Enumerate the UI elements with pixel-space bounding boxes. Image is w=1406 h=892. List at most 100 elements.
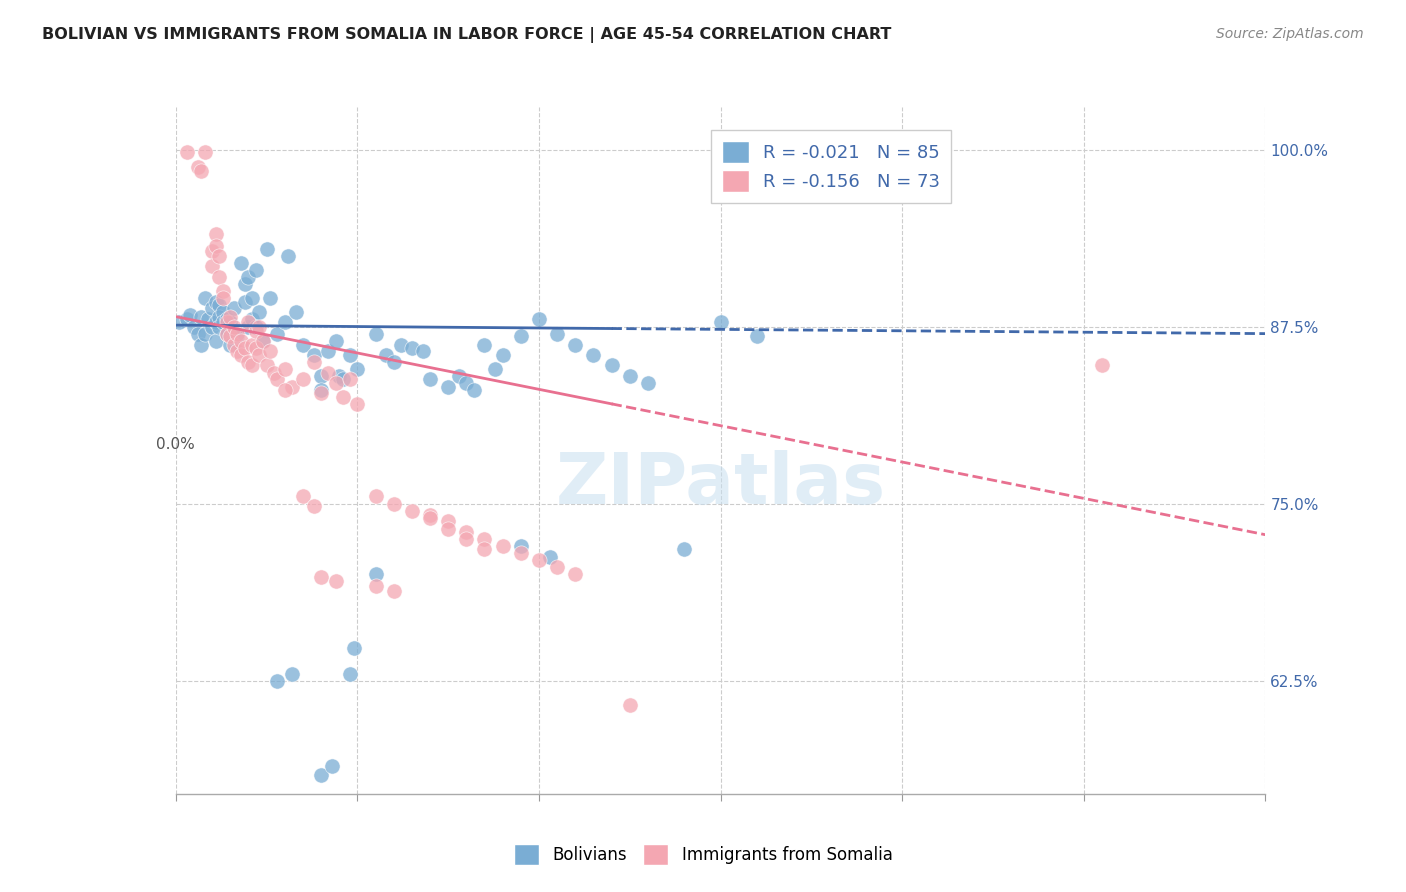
Point — [208, 249, 231, 263]
Point — [233, 295, 256, 310]
Point — [245, 324, 267, 338]
Point — [637, 376, 659, 391]
Point — [484, 362, 506, 376]
Point — [215, 312, 238, 326]
Point — [194, 291, 217, 305]
Point — [582, 348, 605, 362]
Point — [456, 524, 478, 539]
Point — [463, 384, 485, 398]
Point — [364, 567, 387, 582]
Point — [240, 291, 263, 305]
Point — [204, 227, 226, 242]
Point — [204, 315, 226, 329]
Point — [673, 541, 696, 556]
Point — [364, 579, 387, 593]
Point — [212, 305, 235, 319]
Point — [546, 326, 568, 341]
Point — [201, 244, 224, 259]
Point — [176, 312, 198, 326]
Point — [179, 308, 201, 322]
Point — [419, 372, 441, 386]
Point — [204, 239, 226, 253]
Point — [492, 348, 515, 362]
Point — [437, 380, 460, 394]
Point — [245, 319, 267, 334]
Point — [194, 326, 217, 341]
Point — [456, 532, 478, 546]
Point — [710, 315, 733, 329]
Point — [240, 338, 263, 352]
Point — [527, 312, 550, 326]
Point — [328, 369, 350, 384]
Point — [382, 584, 405, 599]
Point — [212, 284, 235, 298]
Point — [238, 355, 260, 369]
Point — [201, 319, 224, 334]
Point — [281, 666, 304, 681]
Point — [619, 369, 641, 384]
Point — [247, 319, 270, 334]
Point — [215, 326, 238, 341]
Text: BOLIVIAN VS IMMIGRANTS FROM SOMALIA IN LABOR FORCE | AGE 45-54 CORRELATION CHART: BOLIVIAN VS IMMIGRANTS FROM SOMALIA IN L… — [42, 27, 891, 43]
Point — [546, 560, 568, 574]
Point — [291, 338, 314, 352]
Point — [401, 341, 423, 355]
Point — [201, 259, 224, 273]
Point — [309, 386, 332, 401]
Point — [318, 343, 340, 358]
Point — [212, 315, 235, 329]
Point — [375, 348, 398, 362]
Point — [527, 553, 550, 567]
Point — [274, 315, 297, 329]
Point — [215, 326, 238, 341]
Point — [190, 310, 212, 324]
Point — [266, 372, 288, 386]
Point — [263, 366, 285, 380]
Point — [321, 758, 343, 772]
Point — [238, 270, 260, 285]
Point — [274, 384, 297, 398]
Point — [222, 301, 245, 315]
Point — [256, 358, 278, 372]
Point — [332, 372, 354, 386]
Point — [231, 334, 253, 348]
Point — [208, 298, 231, 312]
Point — [309, 384, 332, 398]
Point — [302, 348, 325, 362]
Point — [291, 490, 314, 504]
Point — [291, 372, 314, 386]
Point — [332, 390, 354, 404]
Point — [226, 343, 249, 358]
Point — [226, 329, 249, 343]
Point — [245, 263, 267, 277]
Point — [247, 305, 270, 319]
Point — [183, 319, 205, 334]
Point — [302, 500, 325, 514]
Point — [215, 315, 238, 329]
Point — [240, 312, 263, 326]
Point — [364, 326, 387, 341]
Point — [509, 539, 531, 553]
Point — [325, 376, 347, 391]
Point — [176, 145, 198, 160]
Point — [186, 326, 209, 341]
Point — [233, 341, 256, 355]
Point — [222, 324, 245, 338]
Point — [474, 532, 496, 546]
Point — [474, 338, 496, 352]
Point — [226, 326, 249, 341]
Point — [745, 329, 768, 343]
Point — [318, 366, 340, 380]
Point — [346, 362, 368, 376]
Point — [364, 490, 387, 504]
Point — [190, 163, 212, 178]
Point — [169, 315, 191, 329]
Point — [302, 355, 325, 369]
Point — [509, 329, 531, 343]
Point — [538, 550, 561, 565]
Point — [266, 326, 288, 341]
Point — [219, 315, 242, 329]
Legend: Bolivians, Immigrants from Somalia: Bolivians, Immigrants from Somalia — [503, 834, 903, 875]
Point — [208, 310, 231, 324]
Point — [222, 319, 245, 334]
